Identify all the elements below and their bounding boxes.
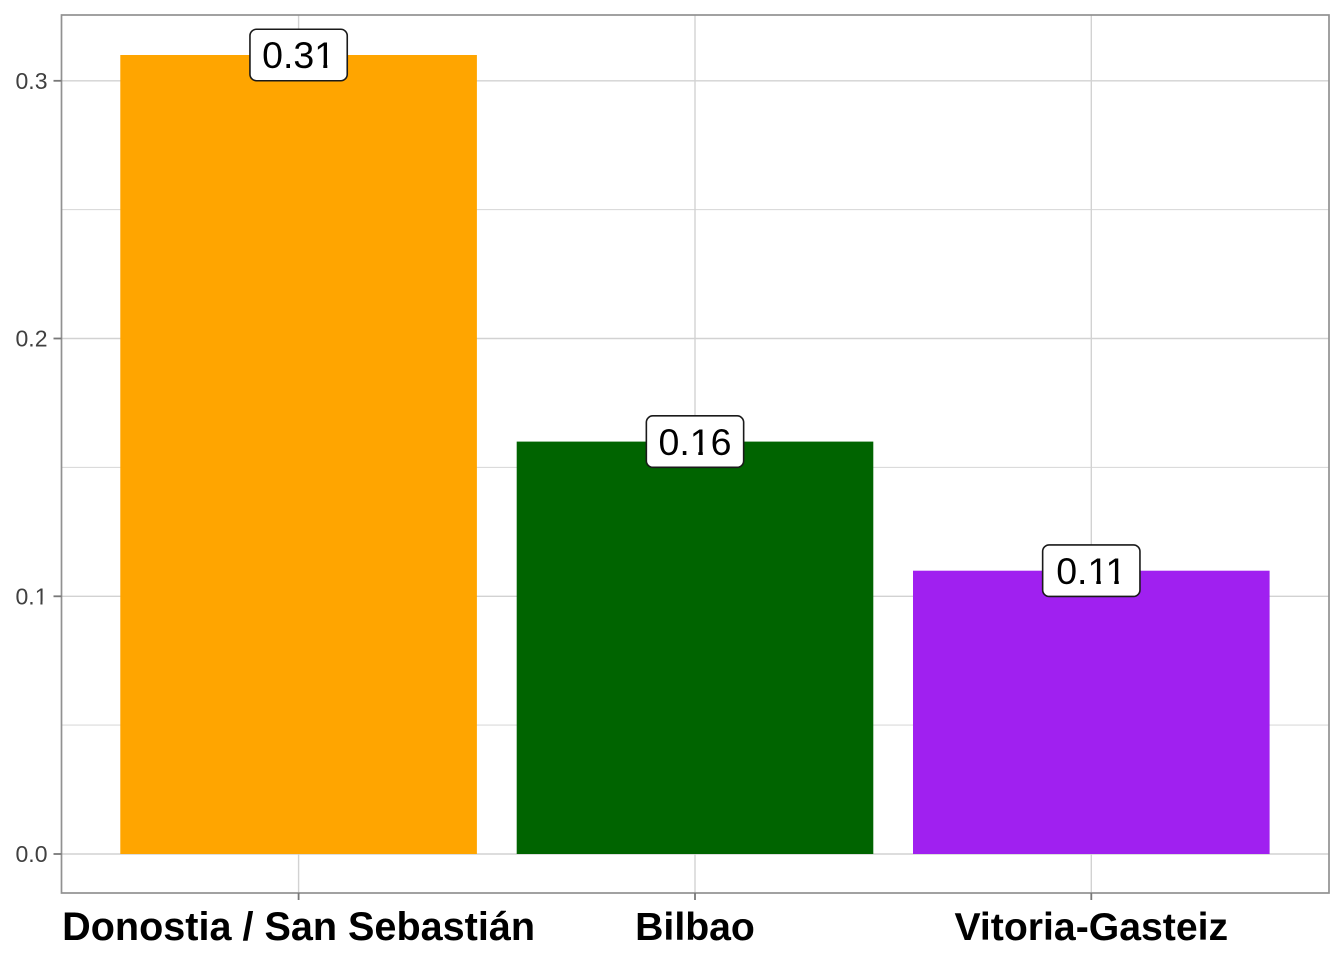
svg-text:Vitoria-Gasteiz: Vitoria-Gasteiz [954,906,1228,949]
svg-text:0.1: 0.1 [16,584,48,610]
svg-text:0.31: 0.31 [262,34,335,76]
svg-text:0.2: 0.2 [16,326,48,352]
svg-text:Bilbao: Bilbao [635,906,755,949]
svg-text:Donostia / San Sebastián: Donostia / San Sebastián [62,905,535,949]
svg-text:0.0: 0.0 [16,841,48,867]
svg-text:0.3: 0.3 [16,68,48,94]
